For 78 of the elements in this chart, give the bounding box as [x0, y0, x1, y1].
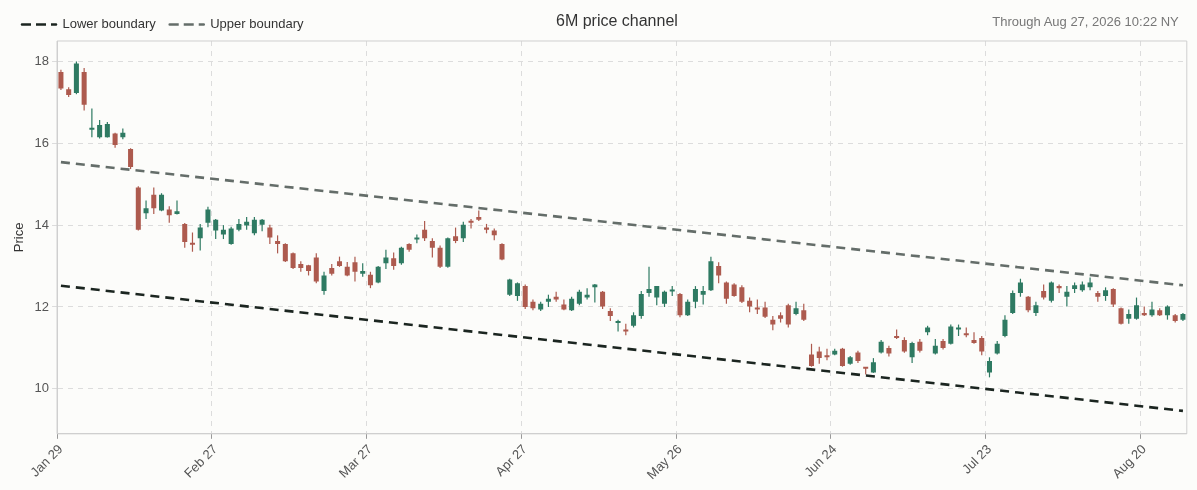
candlestick — [151, 186, 157, 215]
legend-label: Upper boundary — [210, 16, 304, 32]
x-tick-label: Mar 27 — [335, 441, 376, 481]
candlestick — [522, 283, 528, 310]
candlestick — [182, 222, 188, 249]
y-tick-label: 12 — [34, 298, 50, 314]
candlestick — [213, 218, 219, 240]
candlestick — [189, 231, 195, 253]
chart-title: 6M price channel — [556, 12, 678, 30]
candlestick — [174, 199, 180, 216]
candlestick — [205, 206, 211, 228]
candlestick — [785, 303, 791, 329]
x-tick-label: Aug 20 — [1109, 441, 1149, 482]
candlestick — [437, 245, 443, 269]
candlestick — [692, 285, 698, 309]
candlestick — [716, 261, 722, 284]
candlestick — [1064, 285, 1070, 308]
candlestick — [700, 285, 706, 306]
y-tick-label: 14 — [34, 216, 50, 232]
candlestick — [654, 285, 660, 306]
candlestick — [275, 234, 281, 254]
candlestick — [1017, 278, 1023, 298]
x-tick-label: Jul 23 — [958, 441, 995, 477]
legend-label: Lower boundary — [62, 16, 157, 32]
candlestick — [979, 335, 985, 356]
candlestick — [514, 281, 520, 302]
candlestick — [429, 237, 435, 259]
candlestick — [584, 287, 590, 301]
y-tick-label: 16 — [34, 134, 50, 150]
candlestick — [398, 246, 404, 266]
candlestick — [615, 319, 621, 333]
candlestick — [677, 292, 683, 318]
candlestick — [600, 290, 606, 310]
candlestick — [228, 226, 234, 246]
candlestick — [251, 216, 257, 236]
candlestick — [971, 331, 977, 345]
candlestick — [143, 199, 149, 220]
y-axis-title: Price — [11, 222, 27, 253]
candlestick — [809, 343, 815, 368]
candlestick — [321, 271, 327, 296]
candlestick — [58, 69, 64, 91]
candlestick — [422, 220, 428, 242]
candlestick — [839, 347, 845, 368]
candlestick — [824, 348, 830, 361]
candlestick — [1002, 314, 1008, 338]
candlestick — [468, 218, 474, 230]
candlestick — [352, 256, 358, 283]
candlestick — [159, 192, 165, 212]
candlestick — [1087, 276, 1093, 291]
candlestick — [986, 356, 992, 378]
text: Through Aug 27, 2026 10:22 NY — [992, 13, 1180, 29]
y-tick-label: 10 — [34, 380, 50, 396]
candlestick — [1110, 287, 1116, 308]
x-tick-label: Jan 29 — [27, 441, 66, 480]
candlestick — [89, 107, 95, 138]
x-tick-label: Feb 27 — [181, 441, 221, 481]
candlestick — [259, 218, 265, 232]
candlestick — [948, 323, 954, 346]
x-tick-label: Apr 27 — [492, 441, 530, 480]
candlestick — [460, 221, 466, 243]
x-tick-label: May 26 — [643, 441, 685, 483]
candlestick — [638, 290, 644, 320]
candlestick — [128, 147, 134, 170]
y-tick-label: 18 — [34, 53, 50, 69]
candlestick — [1133, 296, 1140, 321]
candlestick — [592, 283, 598, 304]
candlestick — [97, 119, 103, 139]
candlestick — [197, 223, 203, 252]
candlestick — [1056, 283, 1062, 294]
candlestick — [383, 249, 389, 270]
candlestick — [267, 224, 273, 245]
x-tick-label: Jun 24 — [801, 441, 840, 480]
candlestick — [1149, 301, 1155, 318]
candlestick — [909, 341, 915, 364]
candlestick — [646, 266, 652, 298]
candlestick — [282, 242, 288, 263]
candlestick — [1010, 290, 1016, 315]
candlestick — [414, 233, 420, 244]
